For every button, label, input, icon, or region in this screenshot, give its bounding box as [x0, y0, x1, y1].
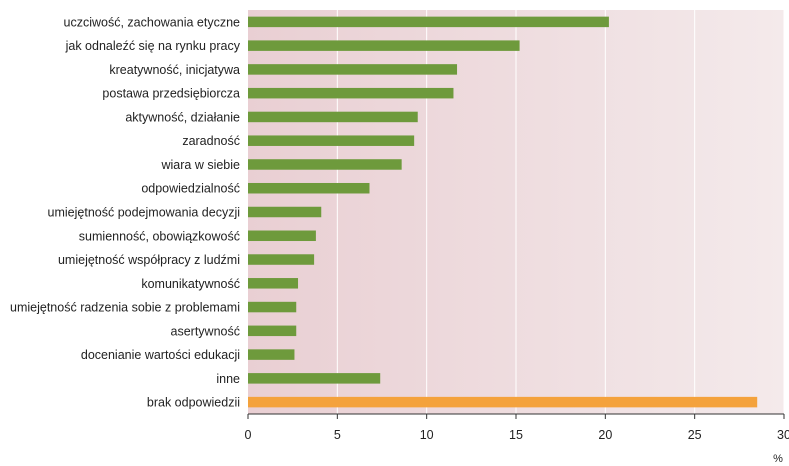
bar [248, 40, 520, 51]
x-tick-label: 5 [334, 428, 341, 442]
x-tick-label: 25 [688, 428, 702, 442]
bar [248, 301, 297, 313]
bar [248, 64, 458, 75]
x-tick-label: 30 [777, 428, 789, 442]
x-unit-label: % [773, 453, 783, 465]
bar [248, 159, 402, 170]
bar [248, 254, 315, 265]
bar [248, 182, 370, 194]
bar [248, 373, 381, 384]
bar [248, 206, 322, 218]
bar [248, 278, 299, 289]
bar [248, 135, 415, 146]
bar [248, 349, 295, 360]
x-axis-ticks: 0 5 10 15 20 25 30 [245, 414, 789, 442]
category-label: brak odpowiedzii [147, 396, 240, 410]
x-tick-label: 20 [598, 428, 612, 442]
category-label: inne [216, 372, 240, 386]
bars [248, 16, 758, 408]
bar [248, 396, 758, 408]
bar [248, 87, 454, 99]
bar [248, 16, 609, 28]
x-tick-label: 10 [420, 428, 434, 442]
category-label: sumienność, obowiązkowość [79, 229, 240, 243]
bar [248, 325, 297, 337]
x-tick-label: 15 [509, 428, 523, 442]
category-label: komunikatywność [141, 277, 240, 291]
category-label: odpowiedzialność [141, 182, 240, 196]
category-label: umiejętność współpracy z ludźmi [58, 253, 240, 267]
category-label: umiejętność radzenia sobie z problemami [10, 301, 240, 315]
category-label: wiara w siebie [160, 158, 240, 172]
category-label: uczciwość, zachowania etyczne [64, 15, 241, 29]
gridlines [336, 10, 785, 414]
category-label: aktywność, działanie [125, 110, 240, 124]
category-label: kreatywność, inicjatywa [109, 63, 240, 77]
category-label: jak odnaleźć się na rynku pracy [65, 39, 241, 53]
category-labels: uczciwość, zachowania etyczne jak odnaleź… [10, 15, 241, 409]
category-label: docenianie wartości edukacji [81, 348, 240, 362]
x-tick-label: 0 [245, 428, 252, 442]
category-label: zaradność [182, 134, 240, 148]
category-label: postawa przedsiębiorcza [102, 87, 240, 101]
category-label: umiejętność podejmowania decyzji [48, 206, 240, 220]
bar [248, 111, 418, 123]
bar [248, 230, 316, 242]
category-label: asertywność [171, 324, 240, 338]
